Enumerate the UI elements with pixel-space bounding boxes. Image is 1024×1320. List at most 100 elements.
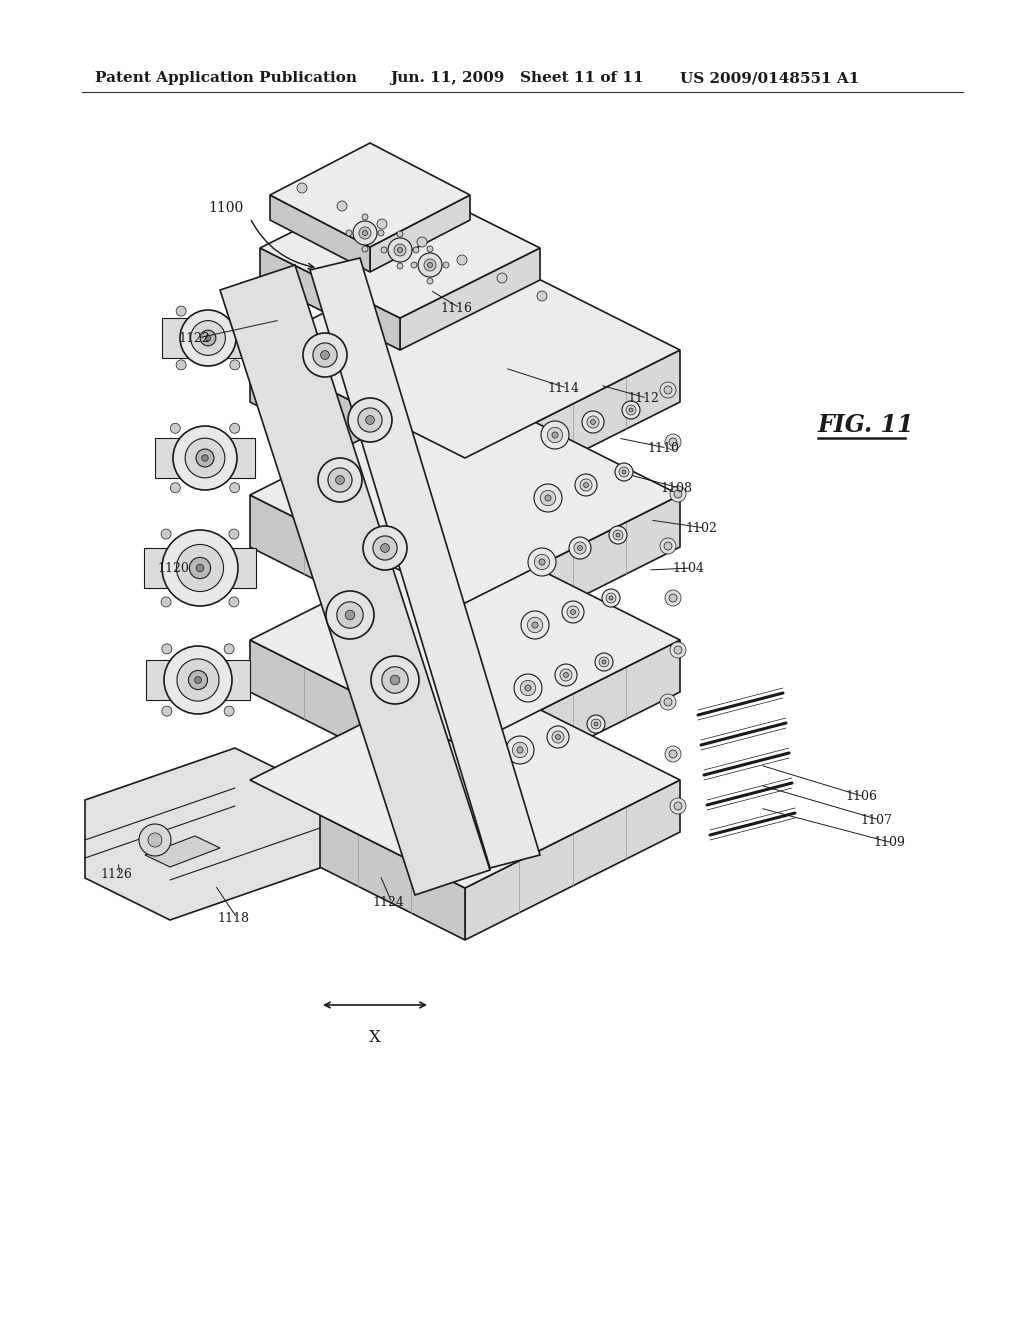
Circle shape — [573, 543, 586, 554]
Text: 1104: 1104 — [672, 561, 705, 574]
Text: 1110: 1110 — [647, 441, 679, 454]
Circle shape — [552, 432, 558, 438]
Text: 1112: 1112 — [627, 392, 658, 404]
Circle shape — [388, 238, 412, 261]
Circle shape — [362, 214, 368, 220]
Circle shape — [326, 591, 374, 639]
Polygon shape — [85, 748, 319, 920]
Circle shape — [162, 706, 172, 717]
Circle shape — [520, 680, 536, 696]
Circle shape — [535, 554, 550, 570]
Circle shape — [587, 347, 609, 370]
Circle shape — [177, 659, 219, 701]
Circle shape — [537, 290, 547, 301]
Text: Sheet 11 of 11: Sheet 11 of 11 — [520, 71, 644, 84]
Polygon shape — [260, 248, 400, 350]
Circle shape — [560, 669, 572, 681]
Circle shape — [670, 799, 686, 814]
Circle shape — [229, 424, 240, 433]
Circle shape — [665, 746, 681, 762]
Circle shape — [631, 341, 641, 350]
Text: FIG. 11: FIG. 11 — [818, 413, 914, 437]
Polygon shape — [250, 350, 465, 510]
Circle shape — [660, 539, 676, 554]
Text: 1100: 1100 — [208, 201, 244, 215]
Circle shape — [424, 259, 436, 271]
Circle shape — [665, 590, 681, 606]
Circle shape — [313, 343, 337, 367]
Circle shape — [173, 426, 237, 490]
Text: Jun. 11, 2009: Jun. 11, 2009 — [390, 71, 505, 84]
Circle shape — [224, 644, 234, 653]
Circle shape — [366, 416, 375, 425]
Circle shape — [660, 694, 676, 710]
Circle shape — [229, 306, 240, 315]
Circle shape — [176, 544, 223, 591]
Circle shape — [427, 246, 433, 252]
Circle shape — [534, 484, 562, 512]
Text: 1106: 1106 — [845, 791, 877, 804]
Circle shape — [229, 360, 240, 370]
Circle shape — [196, 449, 214, 467]
Circle shape — [664, 543, 672, 550]
Circle shape — [531, 622, 538, 628]
Circle shape — [176, 306, 186, 315]
Circle shape — [674, 490, 682, 498]
Circle shape — [552, 731, 564, 743]
Text: Patent Application Publication: Patent Application Publication — [95, 71, 357, 84]
Circle shape — [457, 255, 467, 265]
Text: 1126: 1126 — [100, 869, 132, 882]
Circle shape — [563, 673, 568, 677]
Circle shape — [195, 677, 202, 684]
Text: 1114: 1114 — [547, 381, 579, 395]
Circle shape — [547, 726, 569, 748]
Circle shape — [373, 536, 397, 560]
Circle shape — [161, 529, 171, 539]
Circle shape — [397, 263, 403, 269]
Circle shape — [629, 408, 633, 412]
Circle shape — [418, 253, 442, 277]
Circle shape — [321, 351, 330, 359]
Circle shape — [545, 495, 551, 502]
Circle shape — [337, 201, 347, 211]
Circle shape — [674, 645, 682, 653]
Text: 1116: 1116 — [440, 301, 472, 314]
Circle shape — [594, 722, 598, 726]
Circle shape — [591, 420, 595, 425]
Polygon shape — [270, 195, 370, 272]
Circle shape — [609, 525, 627, 544]
Circle shape — [622, 470, 626, 474]
Circle shape — [371, 656, 419, 704]
Circle shape — [669, 594, 677, 602]
Circle shape — [592, 352, 604, 364]
Circle shape — [378, 230, 384, 236]
Circle shape — [622, 401, 640, 418]
Circle shape — [381, 247, 387, 253]
Circle shape — [394, 244, 406, 256]
Circle shape — [584, 483, 589, 487]
Circle shape — [669, 750, 677, 758]
Polygon shape — [250, 672, 680, 888]
Circle shape — [229, 483, 240, 492]
Circle shape — [362, 231, 368, 235]
Circle shape — [170, 424, 180, 433]
Polygon shape — [260, 178, 540, 318]
Polygon shape — [162, 318, 254, 358]
Circle shape — [170, 483, 180, 492]
Circle shape — [148, 833, 162, 847]
Polygon shape — [250, 495, 465, 655]
Circle shape — [506, 737, 534, 764]
Circle shape — [328, 467, 352, 492]
Polygon shape — [465, 350, 680, 510]
Circle shape — [578, 545, 583, 550]
Circle shape — [664, 385, 672, 393]
Text: 1102: 1102 — [685, 521, 717, 535]
Circle shape — [397, 248, 402, 252]
Circle shape — [546, 356, 574, 384]
Circle shape — [185, 438, 225, 478]
Circle shape — [562, 601, 584, 623]
Circle shape — [200, 330, 216, 346]
Circle shape — [528, 548, 556, 576]
Polygon shape — [250, 387, 680, 603]
Circle shape — [587, 416, 599, 428]
